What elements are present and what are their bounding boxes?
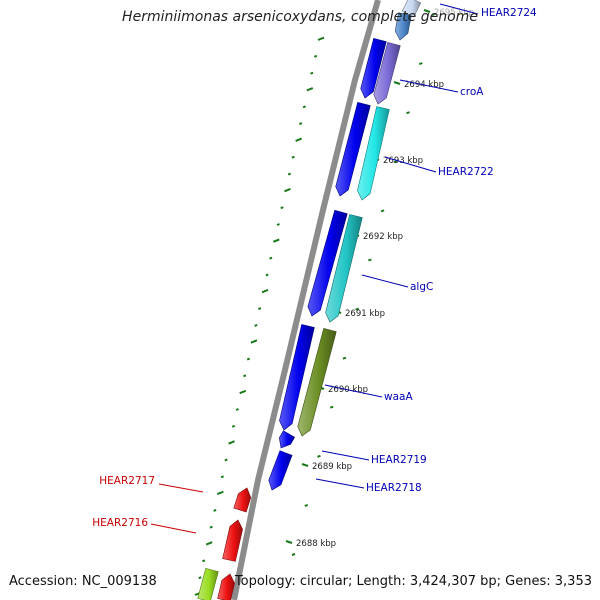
gc-tick: [291, 155, 295, 159]
gene-feature-red: [217, 573, 235, 600]
gc-tick: [393, 160, 398, 164]
cds-feature: [307, 209, 348, 317]
gc-tick: [298, 122, 303, 126]
gene-feature-algc: [325, 214, 363, 323]
leader-line: [361, 274, 409, 288]
leader-line: [158, 483, 204, 493]
gc-tick: [269, 256, 273, 260]
gene-label-hear2719[interactable]: HEAR2719: [371, 454, 427, 466]
cds-feature: [335, 101, 371, 197]
gc-tick: [250, 339, 258, 344]
gene-label-hear2724[interactable]: HEAR2724: [481, 7, 537, 19]
gc-tick: [406, 111, 410, 115]
leader-line: [315, 478, 365, 489]
gene-label-hear2716[interactable]: HEAR2716: [92, 517, 148, 529]
leader-line: [324, 384, 383, 398]
gc-tick: [257, 307, 262, 311]
gene-labels-layer: HEAR2724 croA HEAR2722 algC waaA HEAR2719 HEAR…: [92, 3, 537, 534]
gene-feature-croa: [373, 41, 401, 105]
gc-tick: [272, 238, 280, 243]
scale-label: 2689 kbp: [312, 462, 352, 472]
gc-tick: [291, 553, 296, 556]
gc-tick: [231, 424, 236, 428]
gc-tick: [380, 209, 385, 213]
scale-tick: [393, 80, 401, 86]
gc-tick: [313, 54, 318, 58]
gc-tick: [224, 458, 228, 462]
gc-tick: [202, 559, 206, 563]
cds-feature: [360, 38, 387, 99]
gc-tick: [295, 137, 303, 142]
accession-label: Accession: NC_009138: [9, 574, 157, 589]
gc-tick: [317, 454, 321, 458]
gc-tick: [205, 541, 213, 546]
gc-tick: [329, 405, 334, 409]
scale-label: 2688 kbp: [296, 539, 336, 549]
gene-label-algc[interactable]: algC: [410, 281, 433, 293]
gene-feature-top: [401, 0, 422, 18]
gc-tick: [246, 357, 251, 361]
scale-label: 2695 kbp: [434, 8, 474, 18]
gene-label-hear2717[interactable]: HEAR2717: [99, 475, 155, 487]
gene-feature-green: [197, 567, 219, 600]
gc-tick: [243, 374, 247, 378]
leader-line: [384, 156, 437, 173]
gene-label-waaa[interactable]: waaA: [384, 391, 413, 403]
scale-label: 2691 kbp: [345, 309, 385, 319]
gc-tick: [310, 71, 314, 75]
cds-feature: [279, 324, 315, 431]
scale-tick: [423, 8, 431, 14]
gc-tick: [213, 508, 217, 512]
leader-line: [321, 450, 370, 461]
cds-feature: [279, 430, 296, 449]
gene-label-croa[interactable]: croA: [460, 86, 484, 98]
genome-backbone: [231, 0, 381, 600]
leader-line: [150, 523, 197, 534]
gc-tick: [431, 13, 436, 16]
gc-tick: [198, 576, 202, 580]
gc-tick: [302, 105, 306, 109]
gc-tick: [317, 36, 325, 41]
gene-feature-hear2716: [222, 519, 243, 562]
scale-label: 2692 kbp: [363, 232, 403, 242]
gc-tick: [280, 206, 284, 210]
gc-tick: [209, 525, 213, 529]
gc-tick: [304, 503, 309, 507]
gc-tick: [261, 288, 269, 294]
map-title: Herminiimonas arsenicoxydans, complete g…: [122, 9, 478, 25]
gc-tick: [284, 188, 291, 193]
gc-tick: [239, 389, 247, 395]
leader-line: [399, 79, 459, 93]
scale-label: 2693 kbp: [383, 156, 423, 166]
gene-feature-waaa: [297, 327, 337, 437]
gene-feature-hear2717: [233, 487, 252, 513]
gc-tick: [287, 172, 292, 176]
gc-tick: [306, 87, 314, 92]
gc-tick: [355, 307, 359, 311]
gc-tick: [254, 323, 258, 327]
gc-ticks-layer: [194, 13, 436, 596]
leader-line: [439, 3, 479, 15]
gene-label-hear2718[interactable]: HEAR2718: [366, 482, 422, 494]
gc-tick: [342, 356, 347, 360]
gc-tick: [265, 273, 269, 277]
gc-tick: [418, 62, 423, 66]
gc-tick: [276, 223, 280, 226]
genome-summary: Topology: circular; Length: 3,424,307 bp…: [234, 574, 592, 589]
features-layer: [197, 0, 422, 600]
gc-tick: [228, 440, 235, 445]
gc-tick: [368, 258, 372, 262]
gene-feature-hear2722: [357, 106, 390, 201]
scale-tick: [285, 539, 293, 545]
cds-feature: [268, 450, 293, 491]
gc-tick: [235, 408, 239, 411]
gc-tick: [220, 475, 224, 479]
gc-tick: [216, 490, 224, 496]
gene-label-hear2722[interactable]: HEAR2722: [438, 166, 494, 178]
scale-tick: [301, 462, 309, 468]
